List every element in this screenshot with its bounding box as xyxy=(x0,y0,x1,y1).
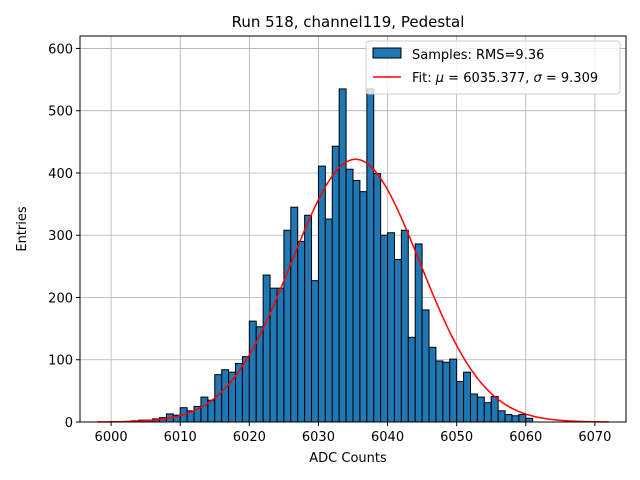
y-axis-ticks: 0 100 200 300 400 500 600 xyxy=(48,42,80,431)
histogram-bar xyxy=(421,309,430,423)
x-tick-label: 6010 xyxy=(164,430,197,445)
y-tick-label: 200 xyxy=(48,291,73,306)
histogram-bar xyxy=(262,274,271,423)
histogram-bar xyxy=(317,165,326,423)
y-tick-label: 400 xyxy=(48,167,73,182)
histogram-bar xyxy=(497,410,506,423)
legend-fit-label: Fit: μ = 6035.377, σ = 9.309 xyxy=(412,71,598,86)
x-tick-label: 6020 xyxy=(233,430,266,445)
histogram-bar xyxy=(490,395,499,423)
y-tick-label: 300 xyxy=(48,229,73,244)
histogram-bar xyxy=(283,229,292,423)
histogram-bar xyxy=(483,402,492,423)
histogram-bar xyxy=(407,336,416,423)
histogram-bar xyxy=(463,371,471,423)
legend-mu-symbol: μ xyxy=(435,71,444,86)
histogram-bar xyxy=(345,168,354,423)
histogram-bar xyxy=(449,358,458,423)
legend-fit-prefix: Fit: xyxy=(412,71,436,86)
histogram-bar xyxy=(324,218,333,423)
histogram-bar xyxy=(221,369,230,423)
histogram-bar xyxy=(311,280,319,423)
fit-curve-layer xyxy=(97,158,609,423)
x-tick-label: 6000 xyxy=(95,430,128,445)
histogram-bar xyxy=(331,145,340,423)
x-tick-label: 6060 xyxy=(509,430,542,445)
histogram-bar xyxy=(297,240,306,423)
histogram-bar xyxy=(435,360,444,423)
legend-samples-swatch xyxy=(372,47,402,59)
x-tick-label: 6050 xyxy=(440,430,473,445)
x-axis-label: ADC Counts xyxy=(309,451,387,466)
y-axis-label: Entries xyxy=(15,206,30,252)
legend-mu-value: = 6035.377, xyxy=(444,71,533,86)
histogram-bar xyxy=(352,179,361,423)
legend: Samples: RMS=9.36 Fit: μ = 6035.377, σ =… xyxy=(365,40,621,95)
histogram-bar xyxy=(518,414,527,423)
histogram-bar xyxy=(525,417,534,423)
x-tick-label: 6040 xyxy=(371,430,404,445)
legend-samples-label: Samples: RMS=9.36 xyxy=(412,48,544,63)
histogram-bar xyxy=(442,361,451,423)
y-tick-label: 0 xyxy=(65,416,73,431)
histogram-bar xyxy=(476,396,485,423)
histogram-bar xyxy=(428,346,437,423)
histogram-bar xyxy=(241,356,250,423)
histogram-bar xyxy=(290,206,299,423)
histogram-bar xyxy=(304,214,313,423)
histogram-bar xyxy=(380,234,389,423)
histogram-bar xyxy=(248,320,257,423)
histogram-bar xyxy=(387,232,395,423)
y-tick-label: 100 xyxy=(48,354,73,369)
legend-sigma-value: = 9.309 xyxy=(542,71,598,86)
x-tick-label: 6030 xyxy=(302,430,335,445)
histogram-bar xyxy=(400,229,409,423)
histogram-bar xyxy=(338,88,347,423)
x-axis-ticks: 6000 6010 6020 6030 6040 6050 6060 6070 xyxy=(95,422,611,445)
y-tick-label: 600 xyxy=(48,42,73,57)
legend-sigma-symbol: σ xyxy=(534,71,543,86)
histogram-bar xyxy=(276,287,285,423)
histogram-bar xyxy=(214,374,223,423)
chart-title: Run 518, channel119, Pedestal xyxy=(232,13,465,31)
histogram-bar xyxy=(414,243,423,423)
histogram-bar xyxy=(359,191,368,423)
histogram-bar xyxy=(366,88,375,423)
fit-curve xyxy=(97,158,609,423)
legend-box xyxy=(365,40,621,95)
histogram-bar xyxy=(373,173,382,423)
x-tick-label: 6070 xyxy=(578,430,611,445)
histogram-bar xyxy=(269,287,278,423)
y-tick-label: 500 xyxy=(48,105,73,120)
histogram-bars xyxy=(124,88,534,423)
histogram-bar xyxy=(207,399,216,423)
histogram-bar xyxy=(511,415,520,423)
histogram-bar xyxy=(393,259,402,423)
histogram-bar xyxy=(504,414,513,423)
histogram-bar xyxy=(456,381,465,423)
histogram-bar xyxy=(469,393,478,423)
histogram-bar xyxy=(200,396,209,423)
axes-frame xyxy=(79,35,627,423)
